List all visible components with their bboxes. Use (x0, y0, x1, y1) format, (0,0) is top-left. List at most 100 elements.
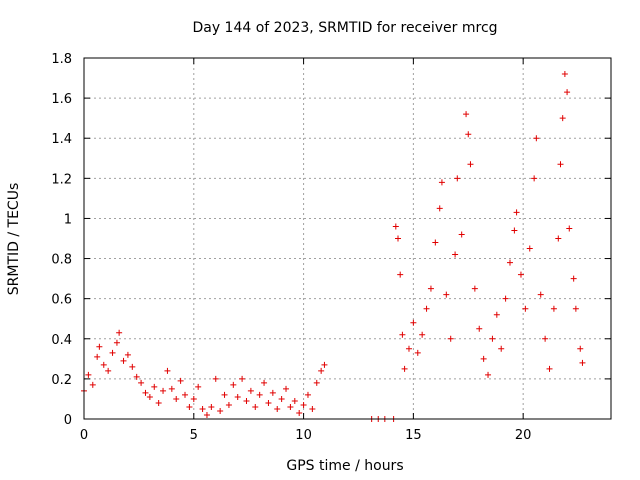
data-point (410, 319, 417, 326)
data-point (256, 391, 263, 398)
x-axis: 0 5 10 15 20 (80, 58, 531, 443)
data-point (572, 305, 579, 312)
y-tick-label: 0.4 (51, 333, 72, 348)
x-tick-label: 10 (295, 428, 312, 443)
data-point (265, 399, 272, 406)
data-point (105, 367, 112, 374)
data-point (120, 357, 127, 364)
data-point (564, 89, 571, 96)
data-point (230, 381, 237, 388)
data-point (517, 271, 524, 278)
data-point (555, 235, 562, 242)
data-point (190, 395, 197, 402)
data-point (182, 391, 189, 398)
data-point (203, 411, 210, 418)
data-point (151, 383, 158, 390)
data-point (579, 359, 586, 366)
data-point (278, 395, 285, 402)
data-point (321, 361, 328, 368)
data-point (291, 397, 298, 404)
data-point (186, 403, 193, 410)
data-point (392, 223, 399, 230)
data-point (542, 335, 549, 342)
data-point (414, 349, 421, 356)
data-point (533, 135, 540, 142)
data-point (559, 115, 566, 122)
data-point (526, 245, 533, 252)
data-point (109, 349, 116, 356)
x-tick-label: 5 (190, 428, 198, 443)
data-point (561, 71, 568, 78)
data-point (234, 393, 241, 400)
y-tick-label: 0.8 (51, 253, 72, 268)
data-point (138, 379, 145, 386)
data-point (283, 385, 290, 392)
data-point (89, 381, 96, 388)
data-point (577, 345, 584, 352)
plot-frame (83, 57, 612, 420)
data-point (243, 397, 250, 404)
data-point (471, 285, 478, 292)
data-point (476, 325, 483, 332)
data-point (300, 401, 307, 408)
data-point (274, 405, 281, 412)
data-point (452, 251, 459, 258)
data-point (432, 239, 439, 246)
data-point (124, 351, 131, 358)
data-point (96, 343, 103, 350)
data-point (195, 383, 202, 390)
data-point (217, 407, 224, 414)
data-point (531, 175, 538, 182)
data-point (443, 291, 450, 298)
data-point (480, 355, 487, 362)
data-point (133, 373, 140, 380)
data-point (405, 345, 412, 352)
data-point (313, 379, 320, 386)
data-point (142, 389, 149, 396)
data-point (447, 335, 454, 342)
data-point (502, 295, 509, 302)
data-point (423, 305, 430, 312)
y-tick-label: 0.2 (51, 373, 72, 388)
data-point (287, 403, 294, 410)
y-tick-label: 0.6 (51, 293, 72, 308)
data-point (506, 259, 513, 266)
data-point (419, 331, 426, 338)
data-point (94, 353, 101, 360)
data-point (511, 227, 518, 234)
y-axis-title: SRMTID / TECUs (6, 183, 22, 296)
y-tick-label: 1.8 (51, 52, 72, 67)
data-point (566, 225, 573, 232)
data-point (498, 345, 505, 352)
data-point (537, 291, 544, 298)
data-point (513, 209, 520, 216)
data-point (399, 331, 406, 338)
data-point (436, 205, 443, 212)
data-point (493, 311, 500, 318)
data-point (247, 387, 254, 394)
data-point (164, 367, 171, 374)
data-point (269, 389, 276, 396)
data-point (212, 375, 219, 382)
data-point (208, 403, 215, 410)
data-point (397, 271, 404, 278)
data-point (427, 285, 434, 292)
data-point (318, 367, 325, 374)
data-point (557, 161, 564, 168)
chart-title: Day 144 of 2023, SRMTID for receiver mrc… (192, 20, 497, 36)
data-point (458, 231, 465, 238)
x-tick-label: 0 (80, 428, 88, 443)
data-point (546, 365, 553, 372)
data-point (401, 365, 408, 372)
data-point (454, 175, 461, 182)
y-tick-label: 1 (64, 212, 72, 227)
y-axis: 0 0.2 0.4 0.6 0.8 1 1.2 1.4 1.6 1.8 (51, 52, 611, 428)
data-point (160, 387, 167, 394)
data-point (129, 363, 136, 370)
x-axis-title: GPS time / hours (286, 458, 403, 474)
data-point (177, 377, 184, 384)
y-tick-label: 1.2 (51, 172, 72, 187)
data-point (173, 395, 180, 402)
data-point (225, 401, 232, 408)
